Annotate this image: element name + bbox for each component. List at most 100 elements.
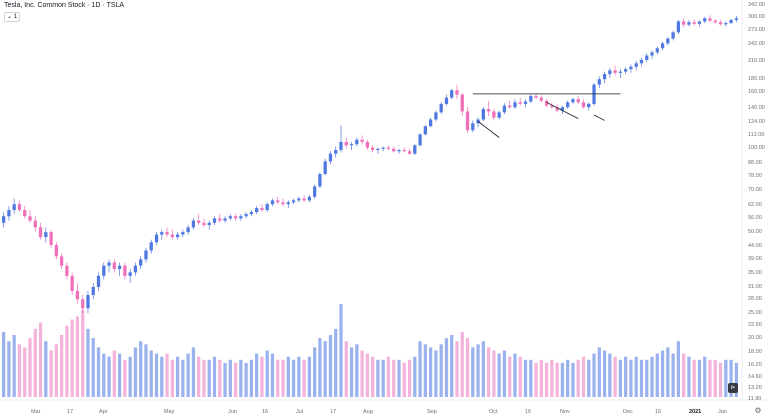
volume-bar	[660, 350, 665, 397]
volume-bar	[518, 356, 522, 397]
price-axis-label: 100.00	[748, 145, 765, 151]
volume-bar	[44, 341, 48, 397]
candle-body	[302, 198, 306, 201]
volume-bar	[550, 359, 554, 397]
volume-axis-label: 14.60	[748, 374, 762, 380]
candle-body	[323, 161, 327, 174]
volume-bar	[624, 356, 628, 397]
candle-body	[255, 208, 259, 213]
volume-bar	[186, 353, 190, 397]
volume-bar	[508, 356, 512, 397]
volume-bar	[645, 359, 649, 397]
replay-icon[interactable]: ⊳	[728, 383, 738, 393]
volume-bar	[139, 341, 143, 397]
candle-body	[160, 232, 164, 235]
candle-body	[265, 204, 269, 211]
volume-bar	[175, 356, 180, 397]
volume-bar	[75, 316, 80, 397]
candle-body	[128, 272, 132, 276]
candle-body	[381, 147, 385, 149]
time-axis-label: Aug	[363, 409, 373, 415]
volume-bar	[402, 362, 406, 397]
volume-bar	[455, 341, 459, 397]
candle-body	[486, 108, 491, 112]
candle-body	[613, 70, 617, 73]
candle-body	[592, 84, 596, 104]
candle-body	[460, 94, 464, 112]
volume-bar	[244, 362, 248, 397]
candle-body	[560, 107, 565, 111]
volume-bar	[718, 362, 723, 397]
volume-bar	[676, 341, 681, 397]
price-axis-label: 56.00	[748, 215, 762, 221]
volume-bar	[544, 362, 549, 397]
volume-bar	[360, 350, 364, 397]
volume-bar	[128, 356, 132, 397]
volume-bar	[502, 350, 507, 397]
volume-axis-label: 22.50	[748, 322, 762, 328]
candle-body	[117, 265, 122, 269]
candle-body	[618, 71, 623, 73]
volume-bar	[365, 353, 369, 397]
candle-body	[2, 216, 6, 223]
volume-bar	[270, 353, 275, 397]
candle-body	[65, 265, 69, 276]
candle-body	[402, 150, 406, 152]
candle-body	[534, 96, 538, 98]
time-axis-label: Nov	[560, 409, 570, 415]
candle-body	[228, 216, 232, 219]
volume-bar	[481, 341, 485, 397]
indicator-collapse-badge[interactable]: ⌄ 1	[4, 12, 21, 22]
volume-bar	[33, 328, 37, 397]
candle-body	[471, 123, 475, 131]
volume-bar	[86, 328, 90, 397]
volume-bar	[207, 359, 211, 397]
candle-body	[28, 216, 32, 221]
volume-bar	[560, 362, 565, 397]
candle-body	[423, 126, 427, 135]
price-axis-label: 242.00	[748, 41, 765, 47]
volume-bar	[223, 362, 227, 397]
candle-body	[207, 222, 211, 226]
volume-bar	[513, 353, 517, 397]
candle-body	[703, 18, 707, 22]
candle-body	[49, 232, 53, 245]
candle-body	[502, 105, 507, 113]
candle-body	[355, 139, 359, 145]
trend-line	[477, 121, 500, 138]
candle-body	[165, 232, 169, 235]
candle-body	[307, 196, 312, 201]
candle-body	[123, 265, 127, 276]
volume-bar	[228, 359, 232, 397]
price-axis-label: 160.00	[748, 89, 765, 95]
volume-bar	[281, 359, 285, 397]
volume-bar	[165, 353, 169, 397]
time-axis-label: Dec	[623, 409, 633, 415]
candle-body	[439, 103, 443, 113]
candle-body	[666, 38, 670, 44]
volume-bar	[618, 359, 623, 397]
candle-body	[550, 105, 554, 108]
gear-icon[interactable]: ⚙	[754, 406, 762, 415]
volume-bar	[38, 322, 43, 397]
price-axis-label: 25.00	[748, 310, 762, 316]
price-axis-label: 44.00	[748, 243, 762, 249]
candle-body	[7, 210, 11, 217]
volume-bar	[729, 359, 733, 397]
candle-body	[639, 59, 644, 64]
candle-body	[660, 43, 665, 49]
volume-bar	[265, 350, 269, 397]
volume-bar	[724, 359, 728, 397]
volume-bar	[286, 356, 290, 397]
volume-bar	[534, 362, 538, 397]
volume-bar	[344, 341, 348, 397]
candle-body	[260, 208, 264, 211]
candle-body	[718, 22, 723, 25]
volume-bar	[413, 356, 417, 397]
price-axis-label: 39.00	[748, 256, 762, 262]
volume-bar	[197, 356, 201, 397]
candle-body	[96, 275, 101, 287]
volume-bar	[581, 356, 586, 397]
time-axis-label: 17	[330, 409, 336, 415]
